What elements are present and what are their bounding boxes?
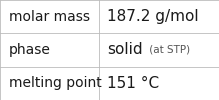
Text: molar mass: molar mass xyxy=(9,10,90,24)
Text: phase: phase xyxy=(9,43,51,57)
Text: solid: solid xyxy=(107,42,143,58)
Text: 187.2 g/mol: 187.2 g/mol xyxy=(107,9,199,24)
Text: melting point: melting point xyxy=(9,76,102,90)
Text: (at STP): (at STP) xyxy=(146,45,190,55)
Text: 151 °C: 151 °C xyxy=(107,76,159,91)
